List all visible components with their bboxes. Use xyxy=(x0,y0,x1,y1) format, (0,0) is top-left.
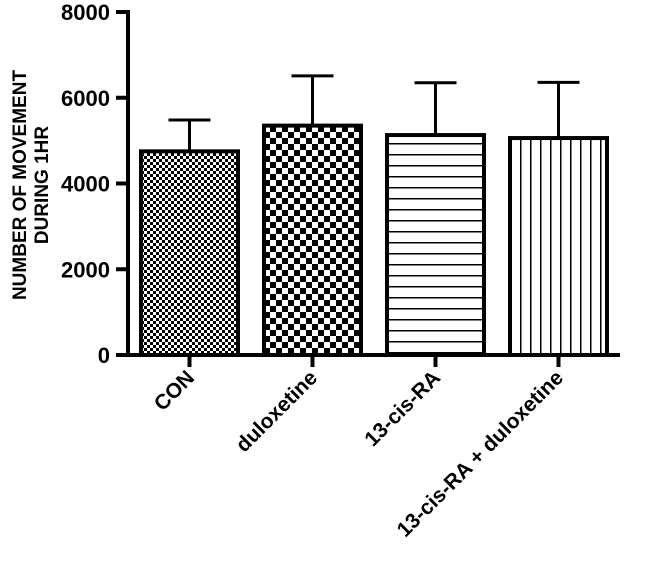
y-tick-label: 8000 xyxy=(61,0,110,25)
x-category-label: 13-cis-RA xyxy=(360,366,445,451)
bars xyxy=(139,123,609,358)
y-tick-label: 6000 xyxy=(61,86,110,111)
bar xyxy=(508,136,609,357)
bar xyxy=(262,123,363,358)
y-axis: 0 2000 4000 6000 8000 xyxy=(61,0,130,368)
x-category-label: duloxetine xyxy=(232,366,323,457)
bar xyxy=(139,149,240,357)
error-bars xyxy=(168,74,580,152)
y-tick-label: 2000 xyxy=(61,257,110,282)
y-axis-title: NUMBER OF MOVEMENT DURING 1HR xyxy=(10,70,53,301)
y-tick-label: 0 xyxy=(98,343,110,368)
y-axis-title-line-1: NUMBER OF MOVEMENT xyxy=(10,70,31,301)
y-tick-label: 4000 xyxy=(61,172,110,197)
x-category-label: CON xyxy=(150,366,199,415)
y-axis-title-line-2: DURING 1HR xyxy=(32,126,53,245)
bar xyxy=(385,133,486,357)
